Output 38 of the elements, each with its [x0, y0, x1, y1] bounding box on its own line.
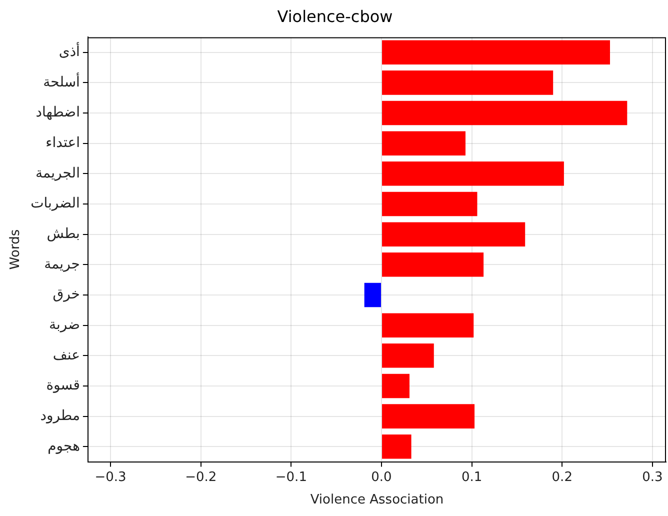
y-tick-label: الجريمة [36, 165, 80, 182]
bar [382, 70, 554, 95]
bar [382, 192, 478, 216]
bar [382, 162, 564, 186]
x-tick-label: −0.1 [275, 470, 307, 485]
y-tick-label: اضطهاد [36, 104, 80, 121]
y-tick-label: خرق [52, 286, 80, 303]
y-tick-label: جريمة [44, 256, 80, 272]
bar [382, 404, 475, 428]
x-tick-label: 0.1 [461, 470, 482, 485]
y-tick-label: عنف [52, 347, 80, 364]
y-tick-label: مطرود [40, 408, 80, 424]
x-tick-label: 0.0 [371, 470, 392, 485]
bar [364, 282, 381, 308]
x-tick-label: −0.3 [94, 470, 126, 485]
y-axis-title: Words [8, 229, 24, 270]
chart-title: Violence-cbow [277, 6, 393, 26]
bar [382, 313, 474, 338]
bar [382, 434, 412, 459]
y-tick-label: أذى [58, 42, 80, 60]
bar [382, 222, 526, 246]
x-tick-label: −0.2 [185, 470, 217, 485]
bar [382, 374, 410, 398]
y-tick-label: هجوم [48, 438, 80, 454]
y-tick-label: بطش [46, 226, 80, 242]
y-tick-label: الضربات [30, 196, 80, 212]
x-axis-title: Violence Association [310, 492, 444, 508]
bar [382, 131, 466, 156]
bar [382, 252, 484, 277]
y-tick-label: اعتداء [46, 134, 80, 151]
bar [382, 100, 628, 126]
x-tick-label: 0.3 [642, 470, 663, 485]
y-tick-label: قسوة [46, 378, 80, 394]
x-tick-label: 0.2 [552, 470, 572, 485]
bar [382, 40, 610, 64]
bar [382, 344, 434, 368]
y-tick-label: أسلحة [43, 72, 80, 90]
y-tick-label: ضربة [48, 316, 80, 333]
